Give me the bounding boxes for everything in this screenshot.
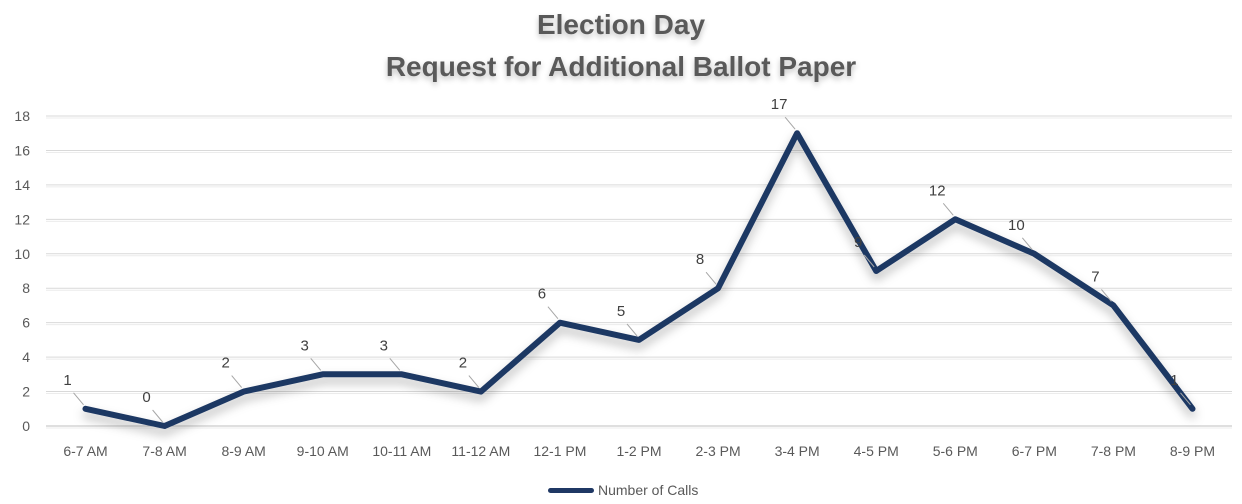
- data-label: 17: [771, 96, 788, 113]
- data-point: [795, 131, 800, 136]
- data-label: 2: [459, 355, 467, 372]
- data-point: [1190, 406, 1195, 411]
- data-point: [162, 424, 167, 428]
- data-label: 2: [221, 355, 229, 372]
- leader-line: [310, 358, 322, 371]
- series-line: [82, 130, 1196, 429]
- x-tick-label: 5-6 PM: [933, 443, 978, 459]
- data-label: 10: [1008, 217, 1025, 234]
- x-tick-label: 3-4 PM: [775, 443, 820, 459]
- data-point: [399, 372, 404, 377]
- y-tick-label: 6: [22, 315, 30, 331]
- leader-line: [152, 409, 163, 423]
- y-tick-label: 0: [22, 418, 30, 434]
- x-tick-label: 7-8 AM: [142, 443, 186, 459]
- y-tick-label: 10: [14, 246, 30, 262]
- data-label: 3: [380, 337, 388, 354]
- y-tick-label: 12: [14, 211, 30, 227]
- x-tick-label: 6-7 PM: [1012, 443, 1057, 459]
- y-tick-label: 4: [22, 349, 30, 365]
- x-tick-label: 9-10 AM: [297, 443, 349, 459]
- chart-subtitle: Request for Additional Ballot Paper: [385, 51, 857, 82]
- data-label: 1: [63, 372, 71, 389]
- x-axis: 6-7 AM 7-8 AM 8-9 AM 9-10 AM 10-11 AM 11-12 A…: [63, 443, 1215, 459]
- data-label: 12: [929, 182, 946, 199]
- data-point: [716, 286, 721, 291]
- x-tick-label: 11-12 AM: [451, 443, 510, 459]
- x-tick-label: 1-2 PM: [616, 443, 661, 459]
- leader-line: [231, 375, 243, 388]
- data-point: [83, 406, 88, 411]
- x-tick-label: 2-3 PM: [696, 443, 741, 459]
- data-label: 1: [1170, 372, 1178, 389]
- y-tick-label: 18: [14, 108, 30, 124]
- y-axis: 0 2 4 6 8 10 12 14 16 18: [14, 108, 30, 434]
- data-label: 5: [617, 303, 625, 320]
- x-tick-label: 8-9 AM: [221, 443, 265, 459]
- x-tick-label: 10-11 AM: [372, 443, 431, 459]
- leader-line: [626, 323, 638, 337]
- y-tick-label: 16: [14, 142, 30, 158]
- y-tick-label: 14: [14, 177, 30, 193]
- chart-title: Election Day: [536, 9, 706, 40]
- leader-line: [705, 271, 717, 285]
- data-point: [241, 389, 246, 394]
- x-tick-label: 12-1 PM: [533, 443, 586, 459]
- data-label: 3: [301, 337, 309, 354]
- leader-line: [1101, 289, 1112, 302]
- x-tick-label: 4-5 PM: [854, 443, 899, 459]
- x-tick-label: 7-8 PM: [1091, 443, 1136, 459]
- data-point: [1032, 251, 1037, 256]
- data-point: [1111, 303, 1116, 308]
- data-point: [637, 337, 641, 342]
- data-label: 9: [854, 234, 862, 251]
- legend-swatch: [548, 487, 594, 493]
- data-point: [874, 269, 879, 273]
- leader-line: [942, 203, 954, 216]
- legend: Number of Calls: [548, 482, 698, 498]
- data-point: [557, 320, 562, 325]
- data-point: [478, 389, 483, 394]
- x-tick-label: 8-9 PM: [1170, 443, 1215, 459]
- data-point: [953, 217, 958, 222]
- legend-label: Number of Calls: [598, 482, 699, 498]
- data-label: 7: [1091, 268, 1099, 285]
- y-tick-label: 8: [22, 280, 30, 296]
- leader-line: [863, 254, 875, 268]
- data-label: 0: [142, 389, 150, 406]
- leader-line: [389, 358, 401, 371]
- data-label: 6: [538, 286, 546, 303]
- leader-line: [1180, 392, 1191, 406]
- leader-line: [1021, 237, 1033, 251]
- leader-line: [73, 392, 84, 406]
- y-tick-label: 2: [22, 384, 30, 400]
- x-tick-label: 6-7 AM: [63, 443, 107, 459]
- leader-line: [784, 116, 796, 130]
- gridlines: [46, 115, 1232, 429]
- data-label: 8: [696, 251, 704, 268]
- data-point: [320, 372, 325, 377]
- leader-line: [547, 306, 559, 319]
- leader-line: [468, 375, 480, 388]
